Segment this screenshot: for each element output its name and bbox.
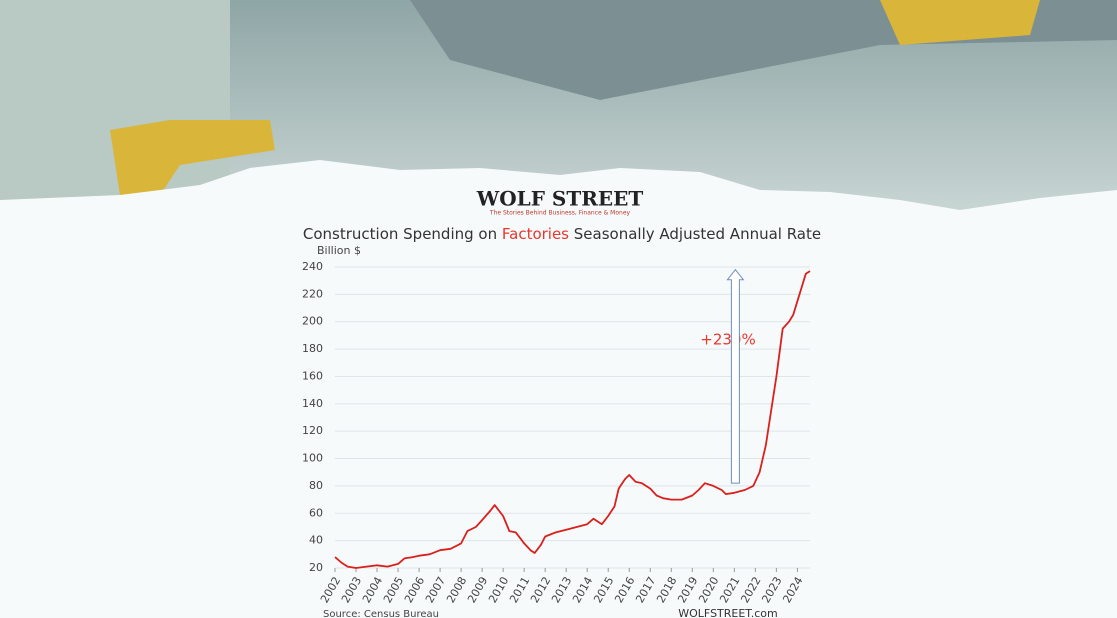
y-tick-label: 20 xyxy=(309,561,323,574)
title-part: Construction Spending on xyxy=(303,225,502,243)
y-axis-label: Billion $ xyxy=(317,244,361,257)
tagline: The Stories Behind Business, Finance & M… xyxy=(489,210,631,217)
data-line xyxy=(334,270,811,569)
y-tick-label: 80 xyxy=(309,479,323,492)
y-tick-label: 100 xyxy=(302,452,323,465)
y-tick-label: 220 xyxy=(302,287,323,300)
y-tick-label: 160 xyxy=(302,369,323,382)
title-highlight: Factories xyxy=(502,225,569,243)
paper-edge xyxy=(0,160,1117,618)
crane xyxy=(880,0,1040,45)
title-part: Seasonally Adjusted Annual Rate xyxy=(569,225,821,243)
y-tick-label: 40 xyxy=(309,534,323,547)
y-tick-label: 200 xyxy=(302,315,323,328)
logo: WOLF STREET xyxy=(476,187,644,211)
y-tick-label: 120 xyxy=(302,424,323,437)
y-tick-label: 180 xyxy=(302,342,323,355)
credit: WOLFSTREET.com xyxy=(678,607,777,618)
y-tick-label: 140 xyxy=(302,397,323,410)
arrow xyxy=(726,268,745,484)
y-tick-label: 60 xyxy=(309,506,323,519)
crane-arm xyxy=(110,120,275,195)
y-tick-label: 240 xyxy=(302,260,323,273)
wall xyxy=(0,0,230,200)
chart-title: Construction Spending on Factories Seaso… xyxy=(303,225,821,243)
annotation: +230% xyxy=(700,331,755,349)
source: Source: Census Bureau xyxy=(323,609,439,618)
